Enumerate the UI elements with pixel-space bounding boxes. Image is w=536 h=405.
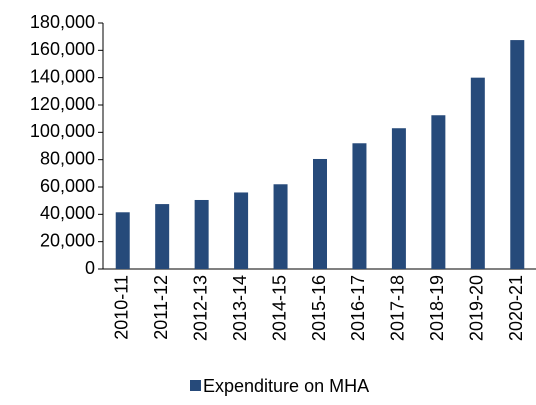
y-tick-label: 80,000	[40, 148, 95, 168]
y-tick-label: 140,000	[30, 66, 95, 86]
y-tick-label: 100,000	[30, 121, 95, 141]
bar	[470, 77, 485, 270]
bar	[194, 199, 209, 269]
y-tick-label: 120,000	[30, 94, 95, 114]
bar	[313, 158, 327, 269]
y-tick-label: 160,000	[30, 39, 95, 59]
x-tick-label: 2010-11	[111, 275, 131, 340]
y-tick-label: 180,000	[30, 12, 95, 32]
x-tick-label: 2015-16	[309, 275, 329, 341]
x-tick-label: 2019-20	[467, 275, 487, 341]
x-tick-label: 2017-18	[388, 275, 408, 341]
y-tick-label: 0	[85, 258, 95, 278]
bar	[431, 115, 446, 269]
x-tick-label: 2012-13	[190, 275, 210, 341]
bar	[155, 204, 170, 269]
x-tick-label: 2020-21	[506, 275, 526, 341]
bar	[115, 212, 130, 269]
legend-swatch	[190, 380, 201, 391]
bar	[391, 128, 406, 269]
bar	[510, 40, 525, 270]
x-tick-label: 2014-15	[269, 275, 289, 341]
y-tick-label: 60,000	[40, 176, 95, 196]
x-tick-label: 2011-12	[151, 275, 171, 340]
legend-label: Expenditure on MHA	[203, 376, 369, 396]
x-tick-label: 2016-17	[348, 275, 368, 341]
x-tick-label: 2013-14	[230, 275, 250, 341]
bar	[234, 192, 249, 269]
bar	[352, 143, 367, 269]
x-tick-label: 2018-19	[427, 275, 447, 341]
bar	[273, 184, 288, 269]
y-tick-label: 40,000	[40, 203, 95, 223]
y-tick-label: 20,000	[40, 230, 95, 250]
